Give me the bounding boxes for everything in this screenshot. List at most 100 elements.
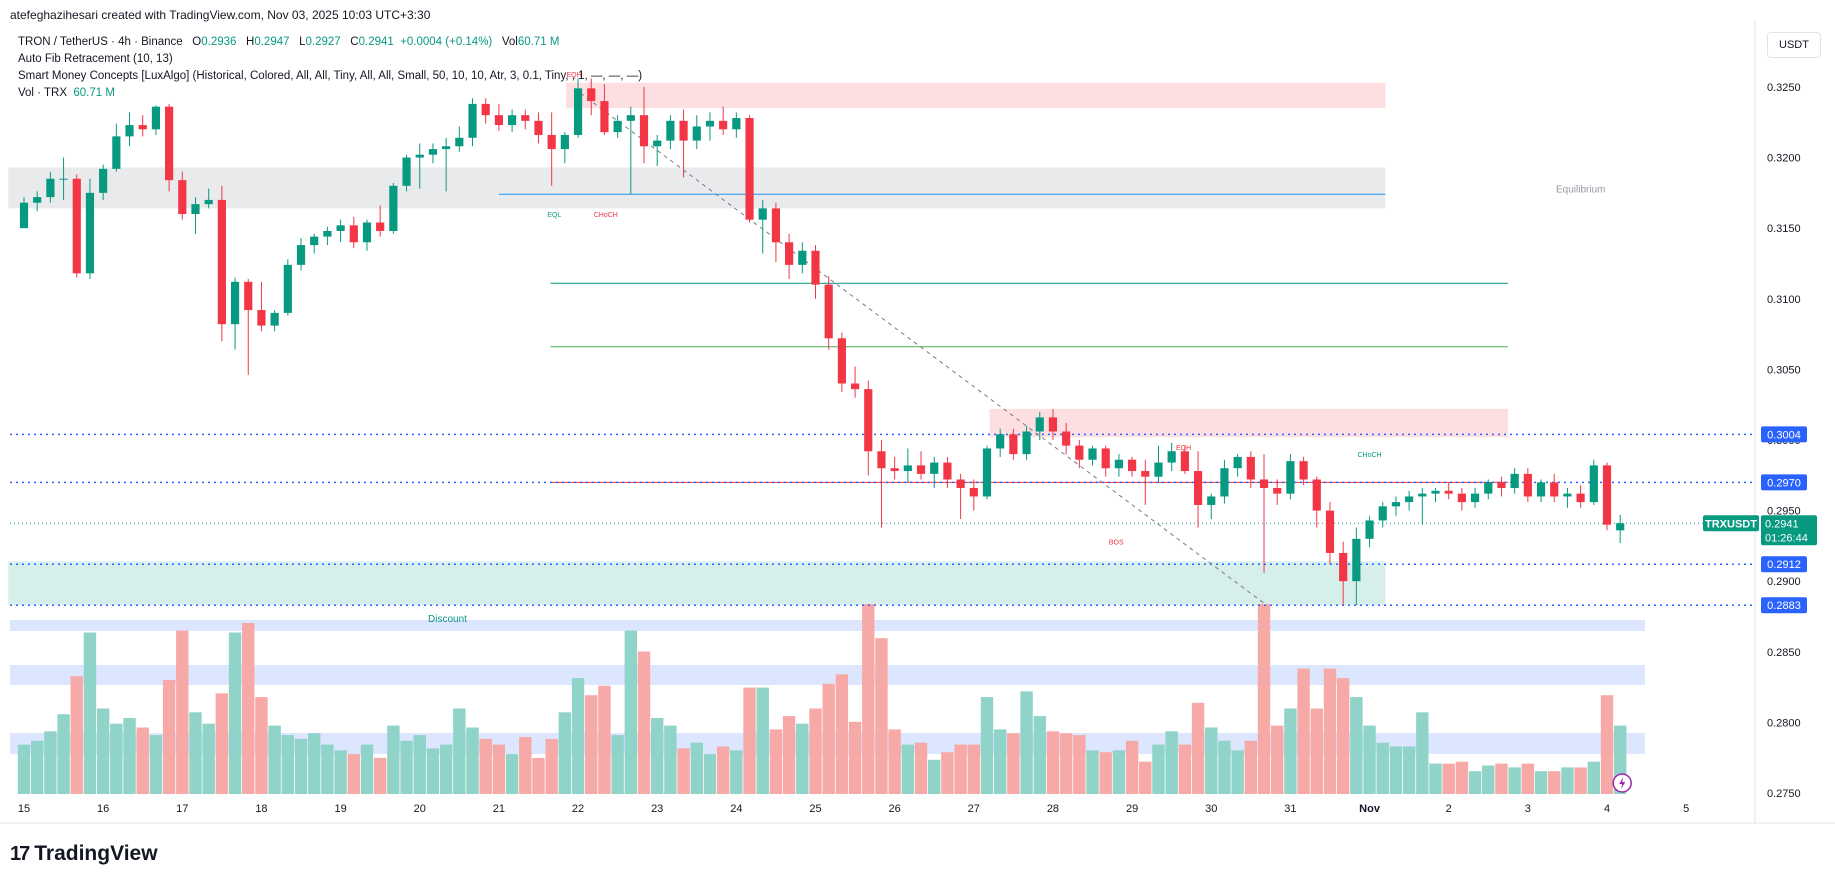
y-tick-label: 0.2800 — [1767, 717, 1801, 729]
candle-body — [323, 230, 332, 237]
volume-bar — [347, 754, 360, 794]
candle-body — [1510, 473, 1519, 488]
volume-bar — [189, 712, 202, 794]
price-badge-label: 0.2970 — [1767, 477, 1801, 489]
volume-bar — [1534, 771, 1548, 794]
y-tick-label: 0.2750 — [1767, 788, 1801, 800]
candles-layer — [19, 78, 1625, 606]
candle-body — [1365, 520, 1374, 539]
candle-body — [191, 204, 200, 215]
candle-body — [428, 149, 438, 155]
volume-bar — [664, 725, 677, 794]
candle-body — [534, 120, 543, 135]
volume-bar — [1112, 750, 1126, 794]
volume-bar — [1231, 750, 1244, 794]
symbol-line[interactable]: TRON / TetherUS · 4h · Binance — [18, 36, 183, 48]
candle-body — [613, 120, 622, 133]
volume-bar — [400, 740, 413, 794]
tradingview-logo-text: TradingView — [34, 842, 158, 865]
candle-body — [442, 146, 451, 150]
candle-body — [1154, 462, 1163, 477]
volume-bar — [162, 680, 176, 794]
y-tick-label: 0.3200 — [1767, 153, 1801, 165]
candle-body — [165, 106, 174, 181]
ohlc-row: TRON / TetherUS · 4h · Binance O0.2936 H… — [18, 34, 642, 51]
structure-label: BOS — [1109, 539, 1124, 546]
volume-bar — [308, 733, 321, 794]
volume-indicator-value: 60.71 M — [73, 87, 115, 99]
volume-bar — [1284, 708, 1297, 794]
volume-bar — [1139, 761, 1152, 794]
candle-body — [1180, 451, 1189, 472]
volume-bar — [677, 748, 690, 794]
volume-bar — [888, 729, 901, 794]
candle-body — [1312, 479, 1321, 511]
candle-body — [771, 208, 781, 243]
candle-body — [310, 236, 319, 246]
volume-bar — [730, 750, 743, 794]
candle-body — [349, 225, 358, 243]
indicator-smc[interactable]: Smart Money Concepts [LuxAlgo] (Historic… — [18, 70, 643, 82]
structure-label: EQL — [547, 212, 561, 219]
volume-bar — [862, 604, 875, 794]
volume-bar — [57, 714, 70, 794]
volume-bar — [769, 729, 783, 794]
volume-bar — [1336, 678, 1350, 794]
volume-bar — [1468, 771, 1482, 794]
volume-bar — [1086, 750, 1099, 794]
lightning-bolt-icon — [1619, 777, 1626, 789]
open-label: O — [192, 36, 202, 48]
candle-body — [1114, 459, 1123, 469]
volume-bar — [1442, 763, 1455, 794]
levels-layer — [10, 87, 1755, 606]
price-badge — [1761, 556, 1807, 573]
volume-bar — [426, 748, 440, 794]
volume-bar — [585, 695, 598, 794]
y-axis: 0.27500.28000.28500.29000.29500.30000.30… — [1754, 20, 1801, 823]
candle-body — [178, 180, 187, 215]
candle-body — [283, 264, 292, 313]
tradingview-logo[interactable]: 17 TradingView — [10, 842, 158, 866]
candle-body — [732, 118, 741, 130]
volume-bar — [703, 754, 717, 794]
volume-bar — [242, 623, 255, 794]
high-value: 0.2947 — [254, 36, 290, 48]
volume-bar — [492, 744, 506, 794]
volume-bar — [1007, 733, 1020, 794]
volume-bar — [796, 723, 809, 794]
volume-band — [10, 620, 1645, 631]
x-tick-label: 25 — [809, 803, 821, 815]
candle-body — [982, 448, 992, 497]
candle-body — [639, 115, 649, 147]
candle-body — [1550, 482, 1559, 497]
candle-body — [204, 199, 213, 205]
volume-bar — [1350, 697, 1363, 794]
candle-body — [112, 136, 121, 169]
volume-bar — [1363, 725, 1376, 794]
candle-body — [1035, 417, 1044, 432]
structure-label: CHoCH — [1357, 452, 1381, 459]
currency-button[interactable]: USDT — [1767, 32, 1821, 58]
symbol-tag — [1703, 515, 1759, 532]
candle-body — [508, 115, 517, 126]
indicator-fib[interactable]: Auto Fib Retracement (10, 13) — [18, 53, 173, 65]
volume-bar — [558, 712, 572, 794]
candle-body — [758, 208, 767, 220]
x-tick-label: 23 — [651, 803, 663, 815]
x-tick-label: 27 — [968, 803, 980, 815]
candle-body — [1075, 445, 1084, 460]
volume-bar — [1482, 765, 1495, 794]
candle-body — [1497, 482, 1506, 488]
volume-bar — [611, 735, 624, 794]
x-tick-label: 26 — [889, 803, 901, 815]
volume-bar — [650, 718, 664, 794]
candle-body — [521, 115, 530, 121]
candle-body — [468, 103, 477, 138]
volume-bar — [149, 735, 163, 794]
price-badge — [1761, 474, 1807, 491]
volume-bar — [571, 678, 585, 794]
indicator-volume[interactable]: Vol · TRX 60.71 M — [18, 85, 642, 102]
candle-body — [850, 383, 860, 390]
volume-bar — [1587, 761, 1601, 794]
